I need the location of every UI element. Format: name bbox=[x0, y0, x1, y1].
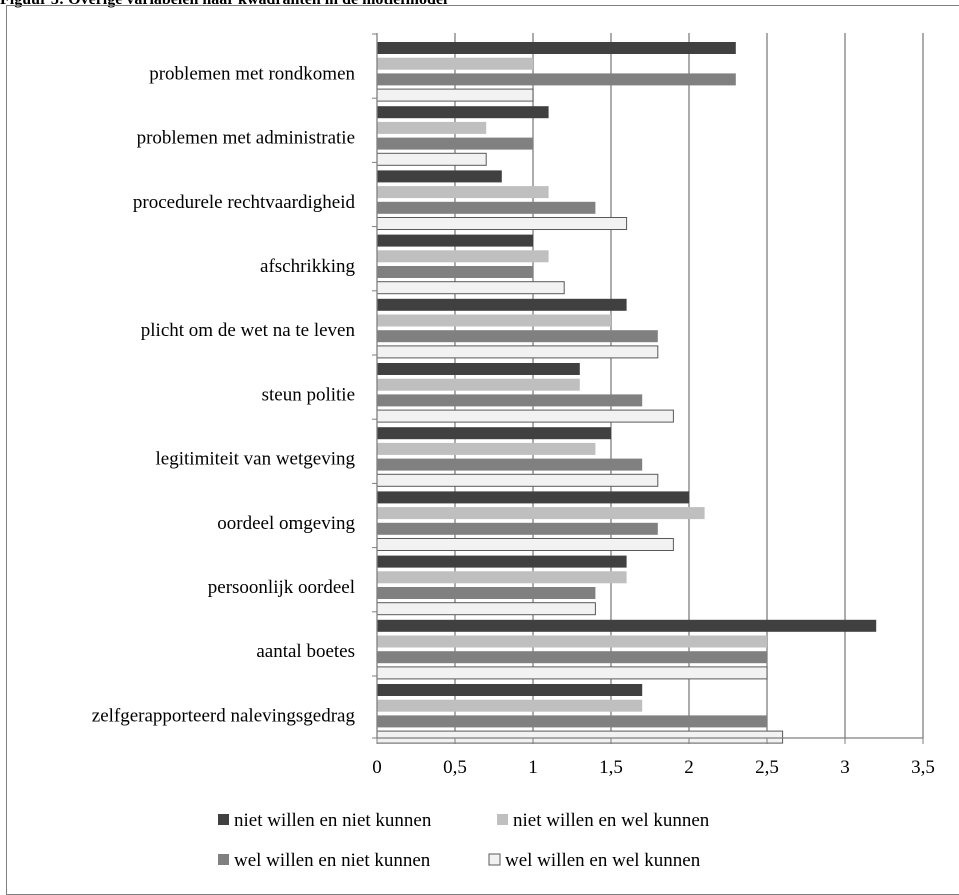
bar bbox=[377, 555, 627, 568]
bar bbox=[376, 602, 596, 616]
x-tick-label: 1 bbox=[528, 757, 538, 778]
category-label: afschrikking bbox=[260, 256, 355, 277]
category-label: procedurele rechtvaardigheid bbox=[133, 192, 356, 213]
bar bbox=[377, 699, 643, 712]
bar bbox=[377, 266, 533, 278]
x-tick-label: 0,5 bbox=[443, 757, 467, 778]
bar bbox=[377, 137, 533, 150]
bar bbox=[377, 250, 549, 263]
legend-label: wel willen en niet kunnen bbox=[234, 850, 431, 871]
bar bbox=[377, 587, 596, 599]
bar bbox=[376, 473, 659, 487]
x-tick-label: 0 bbox=[372, 757, 382, 778]
bar bbox=[376, 152, 487, 166]
bar bbox=[377, 57, 533, 70]
bar bbox=[377, 635, 767, 648]
bar bbox=[376, 281, 565, 295]
bar bbox=[376, 730, 784, 744]
legend-swatch bbox=[488, 853, 501, 866]
bar bbox=[377, 394, 643, 407]
category-label: problemen met administratie bbox=[137, 128, 355, 149]
bar bbox=[377, 298, 627, 311]
x-tick-label: 3 bbox=[840, 757, 850, 778]
x-tick-label: 2,5 bbox=[755, 757, 779, 778]
bar bbox=[376, 88, 534, 102]
bar bbox=[377, 442, 596, 455]
category-label: plicht om de wet na te leven bbox=[141, 320, 356, 341]
x-tick-label: 1,5 bbox=[599, 757, 623, 778]
bar bbox=[377, 571, 627, 584]
x-tick-label: 2 bbox=[684, 757, 694, 778]
category-label: oordeel omgeving bbox=[217, 513, 355, 534]
legend-label: niet willen en niet kunnen bbox=[234, 810, 432, 831]
category-label: zelfgerapporteerd nalevingsgedrag bbox=[92, 705, 356, 726]
bar bbox=[377, 619, 877, 632]
bar bbox=[377, 314, 611, 327]
bar bbox=[377, 715, 767, 728]
bar bbox=[377, 170, 502, 183]
bar bbox=[376, 217, 628, 230]
bar bbox=[377, 121, 487, 134]
bar bbox=[377, 186, 549, 199]
category-label: steun politie bbox=[262, 384, 355, 405]
category-label: persoonlijk oordeel bbox=[208, 577, 355, 598]
category-label: legitimiteit van wetgeving bbox=[156, 449, 356, 470]
legend-swatch bbox=[218, 814, 229, 825]
bar bbox=[376, 666, 768, 680]
bar bbox=[376, 345, 659, 359]
category-label: problemen met rondkomen bbox=[149, 63, 355, 84]
bar bbox=[377, 234, 533, 247]
bar bbox=[377, 378, 580, 391]
bar bbox=[377, 427, 611, 440]
bar bbox=[377, 491, 689, 504]
figure-caption: Figuur 3: Overige variabelen naar kwadra… bbox=[0, 0, 447, 9]
legend-label: niet willen en wel kunnen bbox=[513, 810, 710, 831]
bar bbox=[377, 42, 736, 54]
legend-label: wel willen en wel kunnen bbox=[505, 850, 701, 871]
x-tick-label: 3,5 bbox=[911, 757, 935, 778]
bar bbox=[377, 363, 580, 375]
bar bbox=[377, 201, 596, 214]
bar bbox=[377, 330, 658, 343]
bar bbox=[377, 651, 767, 664]
bar bbox=[377, 507, 705, 520]
legend-swatch bbox=[497, 814, 508, 825]
bar bbox=[377, 73, 736, 86]
bar bbox=[376, 409, 674, 423]
bar bbox=[377, 106, 549, 119]
bar bbox=[376, 538, 674, 551]
bar bbox=[377, 458, 643, 471]
legend-swatch bbox=[218, 854, 229, 865]
bar bbox=[377, 684, 643, 696]
bar bbox=[377, 522, 658, 535]
category-label: aantal boetes bbox=[256, 641, 355, 662]
